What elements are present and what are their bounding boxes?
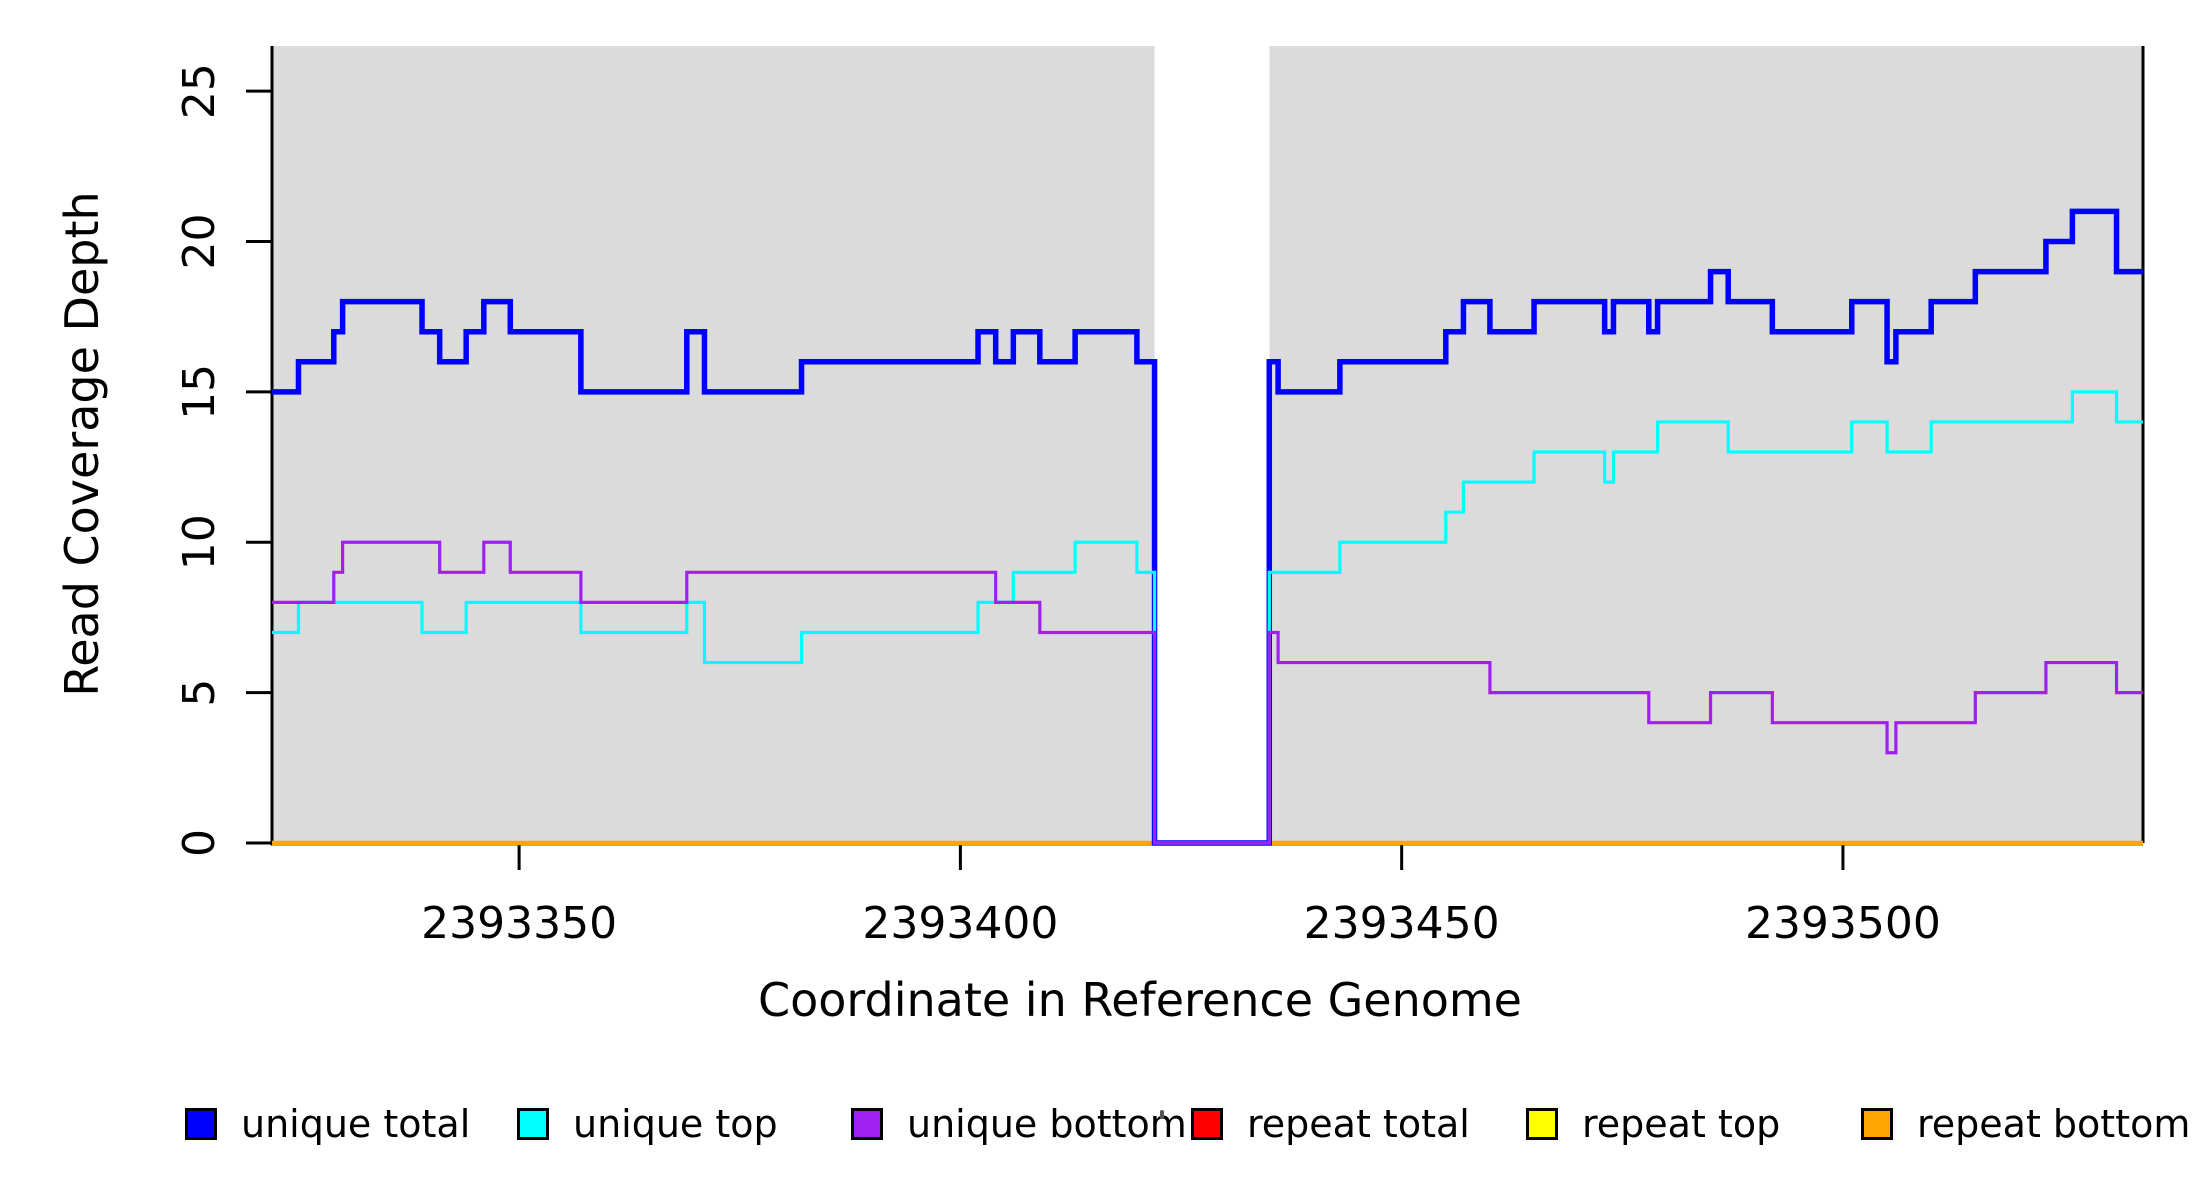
y-tick-label: 0 <box>174 829 225 857</box>
y-tick-label: 25 <box>174 63 225 119</box>
y-tick-label: 15 <box>174 364 225 420</box>
legend-label: unique total <box>241 1102 471 1146</box>
legend-swatch-icon <box>185 1108 217 1140</box>
legend-item-repeat-bottom: repeat bottom <box>1861 1105 2190 1143</box>
x-tick-label: 2393400 <box>862 898 1058 949</box>
stray-mark <box>1160 1110 1164 1119</box>
legend-item-repeat-total: repeat total <box>1191 1105 1470 1143</box>
legend-swatch-icon <box>1861 1108 1893 1140</box>
legend-label: repeat top <box>1582 1102 1781 1146</box>
y-tick-label: 10 <box>174 514 225 570</box>
legend-swatch-icon <box>851 1108 883 1140</box>
y-tick-label: 20 <box>174 213 225 269</box>
legend-label: repeat total <box>1247 1102 1470 1146</box>
legend-label: unique top <box>573 1102 778 1146</box>
x-tick-label: 2393500 <box>1745 898 1941 949</box>
series-unique-total <box>272 208 2143 846</box>
panel-shading-1 <box>1269 46 2143 843</box>
legend-swatch-icon <box>1526 1108 1558 1140</box>
panel-shading-0 <box>272 46 1155 843</box>
legend-label: repeat bottom <box>1917 1102 2191 1146</box>
legend-item-unique-top: unique top <box>517 1105 778 1143</box>
series-unique-top <box>272 390 2143 845</box>
legend-item-unique-bottom: unique bottom <box>851 1105 1187 1143</box>
legend-swatch-icon <box>1191 1108 1223 1140</box>
legend-item-repeat-top: repeat top <box>1526 1105 1780 1143</box>
legend-label: unique bottom <box>907 1102 1187 1146</box>
series-unique-bottom <box>272 540 2143 845</box>
y-axis-title: Read Coverage Depth <box>55 191 109 697</box>
legend-swatch-icon <box>517 1108 549 1140</box>
x-tick-label: 2393350 <box>421 898 617 949</box>
y-tick-label: 5 <box>174 679 225 707</box>
legend-item-unique-total: unique total <box>185 1105 470 1143</box>
x-tick-label: 2393450 <box>1304 898 1500 949</box>
x-axis-title: Coordinate in Reference Genome <box>758 973 1522 1027</box>
